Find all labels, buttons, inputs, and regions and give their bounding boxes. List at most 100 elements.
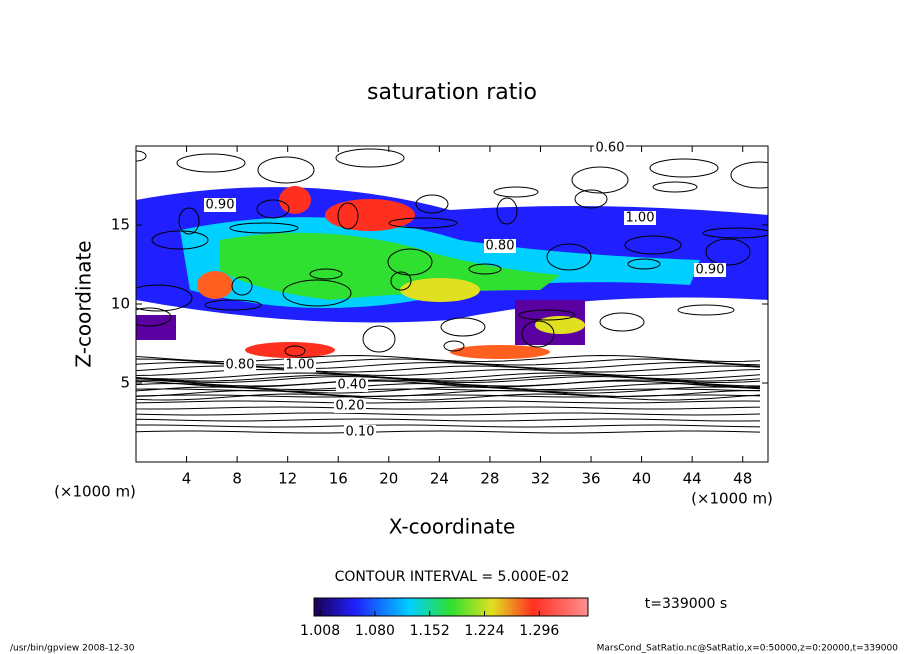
contour-line	[677, 304, 735, 316]
contour-line	[136, 376, 761, 383]
contour-line	[231, 276, 253, 296]
contour-label: 0.80	[486, 239, 515, 254]
contour-line	[624, 235, 682, 255]
contour-line	[388, 217, 458, 229]
contour-line	[468, 263, 502, 275]
contour-label: 0.80	[226, 358, 255, 373]
y-axis-label: Z-coordinate	[72, 240, 96, 367]
contour-line	[627, 258, 661, 270]
contour-line	[136, 284, 193, 312]
colorbar	[313, 597, 589, 617]
x-tick-label: 12	[278, 470, 297, 488]
contour-line	[284, 345, 306, 357]
contour-lines	[136, 148, 768, 434]
x-tick-label: 24	[430, 470, 449, 488]
contour-label-bg	[694, 263, 726, 277]
contour-label: 0.90	[206, 198, 235, 213]
contour-label: 1.00	[626, 211, 655, 226]
x-tick-label: 28	[480, 470, 499, 488]
contour-line	[599, 312, 645, 332]
y-tick-label: 15	[111, 216, 130, 234]
contour-line	[335, 148, 405, 168]
contour-label-bg	[204, 198, 236, 212]
x-tick-label: 16	[329, 470, 348, 488]
contour-line	[136, 388, 761, 392]
x-tick-label: 48	[733, 470, 752, 488]
contour-line	[151, 230, 209, 250]
contour-line	[136, 383, 761, 390]
x-tick-label: 32	[531, 470, 550, 488]
contour-line	[702, 227, 768, 239]
contour-label: 0.40	[338, 378, 367, 393]
contour-line	[440, 317, 486, 337]
contour-line	[493, 186, 539, 198]
x-tick-label: 8	[232, 470, 242, 488]
field	[136, 146, 768, 462]
footer-left: /usr/bin/gpview 2008-12-30	[10, 644, 135, 654]
contour-line	[136, 307, 172, 327]
contour-line	[282, 279, 352, 307]
contour-label-bg	[224, 358, 256, 372]
contour-line	[136, 412, 761, 416]
contour-line	[229, 222, 299, 234]
colorbar-tick-label: 1.152	[410, 623, 450, 639]
contour-line	[521, 320, 555, 348]
contour-line	[136, 418, 761, 422]
contour-line	[415, 194, 449, 214]
contour-label: 0.20	[336, 399, 365, 414]
contour-line	[178, 207, 200, 235]
x-tick-label: 36	[581, 470, 600, 488]
contour-line	[705, 238, 751, 266]
contour-line	[136, 393, 761, 401]
y-tick-label: 5	[120, 374, 130, 392]
contour-line	[730, 161, 768, 189]
footer-right: MarsCond_SatRatio.nc@SatRatio,x=0:50000,…	[597, 644, 899, 654]
contour-line	[546, 243, 592, 271]
contour-line	[443, 340, 465, 352]
y-tick-label: 10	[111, 295, 130, 313]
contour-line	[309, 268, 343, 280]
colorbar-tick-label: 1.296	[519, 623, 559, 639]
chart-title: saturation ratio	[367, 80, 537, 105]
contour-label-bg	[624, 211, 656, 225]
contour-line	[390, 271, 412, 291]
x-tick-label: 40	[632, 470, 651, 488]
colorbar-tick-label: 1.008	[300, 623, 340, 639]
time-label: t=339000 s	[645, 596, 727, 612]
x-tick-label: 20	[379, 470, 398, 488]
contour-label: 0.10	[346, 425, 375, 440]
contour-line	[257, 156, 315, 184]
x-axis-label: X-coordinate	[389, 515, 516, 539]
x-unit: (×1000 m)	[691, 490, 773, 508]
x-unit: (×1000 m)	[54, 483, 136, 501]
contour-interval: CONTOUR INTERVAL = 5.000E-02	[335, 569, 570, 585]
contour-line	[136, 406, 761, 410]
contour-line	[136, 424, 761, 428]
contour-label-bg	[344, 425, 376, 439]
contour-line	[136, 400, 761, 404]
contour-line	[571, 166, 629, 194]
contour-label-bg	[594, 141, 626, 155]
contour-line	[136, 380, 761, 388]
contour-line	[136, 150, 147, 162]
contour-line	[204, 299, 262, 311]
x-tick-label: 4	[182, 470, 192, 488]
contour-label: 1.00	[286, 358, 315, 373]
contour-line	[362, 325, 396, 353]
contour-line	[518, 309, 576, 321]
contour-label-bg	[484, 239, 516, 253]
contour-line	[649, 158, 719, 178]
x-tick-label: 44	[683, 470, 702, 488]
contour-line	[136, 390, 761, 397]
contour-label-bg	[284, 358, 316, 372]
contour-label: 0.90	[696, 263, 725, 278]
contour-line	[136, 379, 761, 387]
contour-line	[136, 386, 761, 394]
colorbar-tick-label: 1.080	[355, 623, 395, 639]
contour-label-bg	[336, 378, 368, 392]
contour-line	[337, 202, 359, 230]
contour-line	[496, 197, 518, 225]
contour-line	[176, 153, 246, 173]
contour-line	[136, 430, 761, 434]
